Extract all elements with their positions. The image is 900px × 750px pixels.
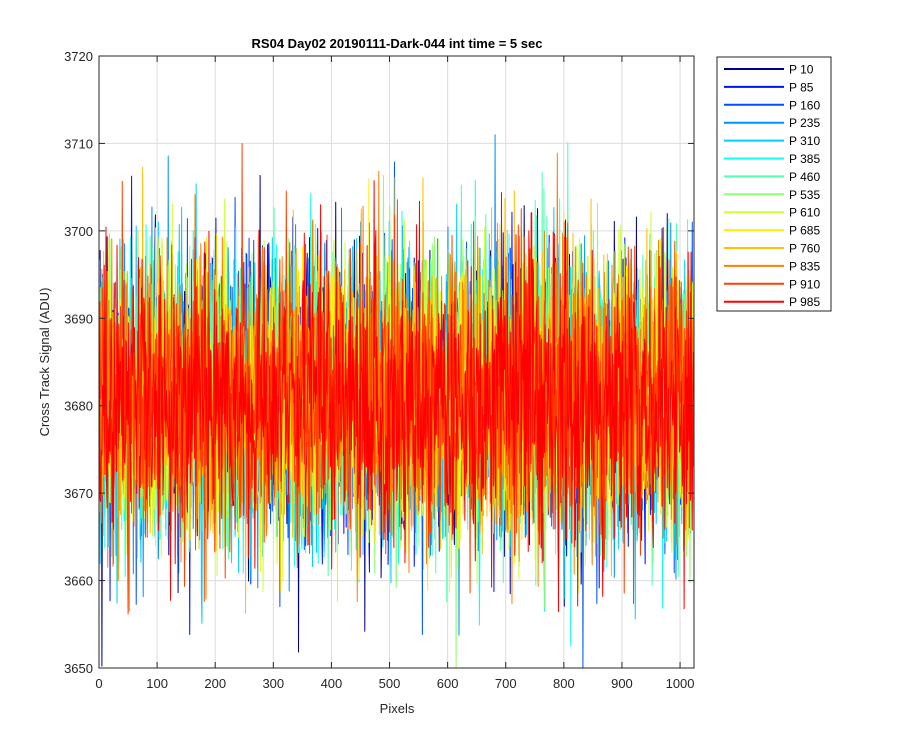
y-tick-label: 3690 [64,311,93,326]
plot-frame [98,55,695,669]
legend-label: P 460 [789,170,820,184]
legend-label: P 760 [789,242,820,256]
y-axis-label: Cross Track Signal (ADU) [37,288,52,437]
x-tick-label: 900 [611,676,633,691]
y-tick-label: 3670 [64,486,93,501]
x-tick-label: 700 [495,676,517,691]
y-tick-label: 3650 [64,661,93,676]
legend-label: P 610 [789,206,820,220]
x-tick-label: 400 [321,676,343,691]
x-tick-label: 0 [95,676,102,691]
legend-label: P 85 [789,80,814,94]
x-tick-label: 600 [437,676,459,691]
legend-box [716,56,832,312]
y-tick-label: 3700 [64,224,93,239]
x-axis-label: Pixels [380,701,415,716]
legend-label: P 985 [789,295,820,309]
series-line-p-985 [98,180,695,612]
x-tick-label: 300 [262,676,284,691]
chart-title: RS04 Day02 20190111-Dark-044 int time = … [252,36,543,51]
y-tick-label: 3680 [64,399,93,414]
legend-label: P 385 [789,152,820,166]
legend-label: P 235 [789,116,820,130]
x-tick-label: 1000 [666,676,695,691]
x-tick-label: 100 [146,676,168,691]
legend-label: P 310 [789,134,820,148]
legend: P 10 P 85 P 160 P 235 P 310 P 385 P 460 P 535 P … [716,56,832,312]
y-tick-label: 3720 [64,49,93,64]
axis-ticks: 0 100 200 300 400 500 600 700 800 900 1000 3650 3660… [64,49,694,691]
legend-label: P 835 [789,259,820,273]
legend-label: P 685 [789,224,820,238]
x-tick-label: 200 [204,676,226,691]
y-tick-label: 3710 [64,136,93,151]
series-layer [98,134,695,669]
y-tick-label: 3660 [64,574,93,589]
legend-label: P 535 [789,188,820,202]
legend-label: P 910 [789,277,820,291]
x-tick-label: 800 [553,676,575,691]
legend-label: P 160 [789,98,820,112]
legend-label: P 10 [789,63,814,77]
x-tick-label: 500 [379,676,401,691]
plot-axes: 0 100 200 300 400 500 600 700 800 900 1000 3650 3660… [64,49,694,691]
